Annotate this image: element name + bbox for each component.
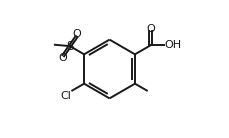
Text: O: O (73, 29, 81, 39)
Text: O: O (58, 53, 67, 63)
Text: S: S (66, 40, 73, 53)
Text: O: O (145, 24, 154, 34)
Text: Cl: Cl (60, 91, 71, 101)
Text: OH: OH (164, 40, 181, 50)
